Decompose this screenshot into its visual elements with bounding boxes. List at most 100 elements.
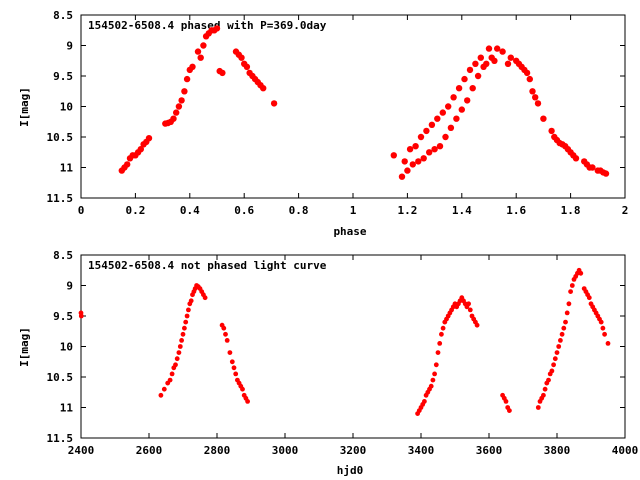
data-point xyxy=(439,331,444,337)
data-point xyxy=(158,392,164,398)
data-point xyxy=(474,322,480,328)
x-tick-label: 2400 xyxy=(68,444,95,457)
data-point xyxy=(437,341,443,346)
data-point xyxy=(137,146,144,153)
data-point xyxy=(523,69,531,77)
data-point xyxy=(229,359,235,365)
data-point xyxy=(507,408,512,413)
data-point xyxy=(563,319,568,325)
data-point xyxy=(233,371,239,377)
x-tick-label: 4000 xyxy=(612,444,639,457)
unphased-light-curve-panel: 154502-6508.4 not phased light curve 240… xyxy=(18,249,638,477)
x-tick-label: 1.6 xyxy=(506,204,526,217)
data-point xyxy=(549,368,555,374)
data-point xyxy=(197,54,204,61)
data-point xyxy=(161,386,167,392)
data-point xyxy=(499,48,506,55)
data-point xyxy=(435,350,441,355)
data-point xyxy=(602,170,610,177)
y-axis-title: I[mag] xyxy=(18,327,31,367)
data-point xyxy=(434,115,441,122)
data-point xyxy=(472,60,479,67)
data-point xyxy=(202,295,208,301)
data-point xyxy=(556,344,562,349)
data-point xyxy=(145,135,153,142)
data-point xyxy=(491,57,498,64)
x-axis-title: phase xyxy=(333,225,366,238)
y-tick-label: 9.5 xyxy=(53,310,73,323)
data-point xyxy=(474,72,482,80)
data-point xyxy=(169,371,175,377)
data-point xyxy=(178,97,185,104)
data-point xyxy=(417,133,425,141)
data-point xyxy=(464,97,471,104)
y-axis-title: I[mag] xyxy=(18,87,31,127)
data-point xyxy=(442,133,449,141)
y-tick-label: 10.5 xyxy=(47,131,74,144)
data-point xyxy=(188,298,194,304)
data-point xyxy=(183,75,191,83)
data-point xyxy=(423,127,430,135)
data-point xyxy=(540,115,547,122)
x-tick-label: 3200 xyxy=(340,444,367,457)
y-ticks: 8.5 9 9.5 10 10.5 11 11.5 xyxy=(47,249,625,445)
data-point xyxy=(431,146,438,153)
data-point xyxy=(433,362,439,368)
data-point xyxy=(227,350,233,355)
x-tick-label: 0.6 xyxy=(234,204,254,217)
data-point xyxy=(406,146,414,153)
y-tick-label: 8.5 xyxy=(53,9,73,22)
data-point xyxy=(453,115,460,122)
data-point xyxy=(578,270,584,276)
y-tick-label: 9 xyxy=(66,280,73,293)
x-tick-label: 3800 xyxy=(544,444,571,457)
x-tick-label: 0.4 xyxy=(180,204,200,217)
data-point xyxy=(401,158,408,165)
x-tick-label: 1.8 xyxy=(561,204,581,217)
y-tick-label: 11.5 xyxy=(47,192,74,205)
x-tick-label: 0.2 xyxy=(125,204,145,217)
data-point xyxy=(546,377,551,383)
data-point xyxy=(440,325,446,331)
data-point xyxy=(455,85,463,92)
phased-light-curve-panel: 154502-6508.4 phased with P=369.0day 0 0.… xyxy=(18,9,628,238)
y-tick-label: 9 xyxy=(66,40,73,53)
data-point xyxy=(173,362,178,368)
data-point xyxy=(432,371,437,377)
data-point xyxy=(551,362,556,368)
y-tick-label: 11.5 xyxy=(47,432,74,445)
y-ticks: 8.5 9 9.5 10 10.5 11 11.5 xyxy=(47,9,625,205)
data-point xyxy=(231,365,237,371)
data-point xyxy=(170,115,177,122)
data-point xyxy=(554,350,560,355)
data-point xyxy=(466,301,471,307)
data-point xyxy=(181,88,188,95)
data-point xyxy=(467,307,473,313)
data-point xyxy=(503,399,509,404)
x-tick-label: 1.4 xyxy=(452,204,472,217)
data-point xyxy=(461,75,468,83)
data-point xyxy=(176,350,182,355)
data-point xyxy=(428,383,434,389)
data-point xyxy=(184,313,190,319)
data-point xyxy=(541,392,546,398)
data-point xyxy=(221,325,227,331)
x-tick-label: 1.2 xyxy=(397,204,417,217)
x-ticks: 2400 2600 2800 3000 3200 3400 3600 3800 4000 xyxy=(68,255,639,457)
data-point xyxy=(529,88,536,95)
data-point xyxy=(469,85,476,92)
data-point xyxy=(186,307,191,313)
data-point xyxy=(173,109,180,116)
data-point xyxy=(174,356,180,362)
data-point xyxy=(504,60,512,67)
data-point xyxy=(535,405,541,410)
data-point xyxy=(245,399,251,404)
chart-title: 154502-6508.4 not phased light curve xyxy=(88,259,327,272)
plot-frame xyxy=(80,254,626,439)
x-tick-label: 2800 xyxy=(204,444,231,457)
data-point xyxy=(404,167,411,174)
data-point xyxy=(219,69,226,77)
x-axis-title: hjd0 xyxy=(337,464,364,477)
data-point xyxy=(415,158,422,165)
data-point xyxy=(569,283,575,288)
